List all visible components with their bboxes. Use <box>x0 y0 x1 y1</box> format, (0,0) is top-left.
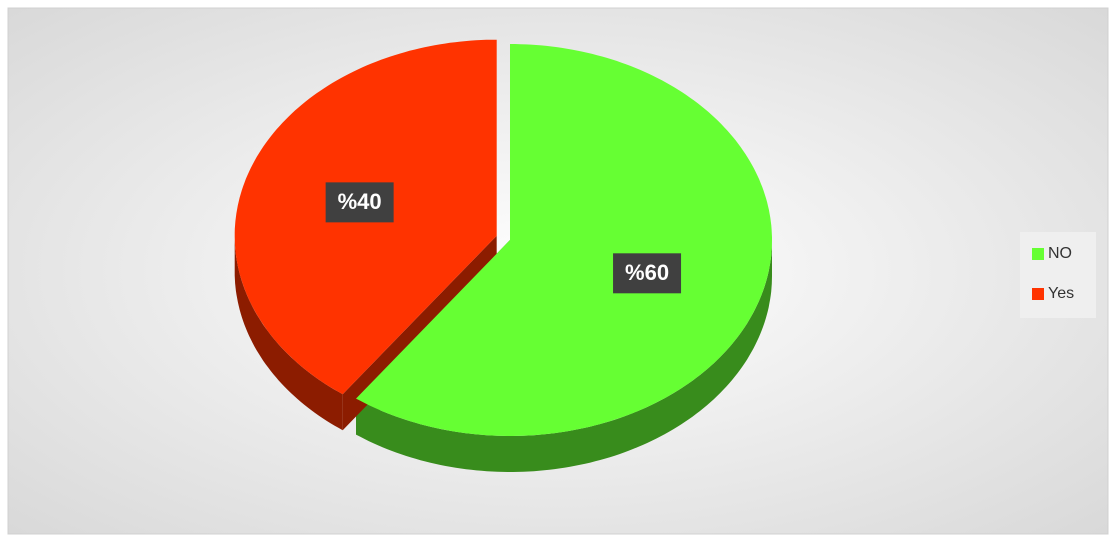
legend-box <box>1020 232 1096 318</box>
data-label-box <box>613 253 682 294</box>
slice-wall <box>234 235 343 431</box>
data-label: %40 <box>338 189 382 214</box>
legend-swatch <box>1032 288 1044 300</box>
slice <box>356 44 772 436</box>
legend-label: NO <box>1048 245 1072 262</box>
legend-swatch <box>1032 248 1044 260</box>
data-label: %60 <box>625 260 669 285</box>
legend-label: Yes <box>1048 285 1074 302</box>
slice-wall <box>356 240 772 472</box>
data-label-box <box>325 182 394 223</box>
